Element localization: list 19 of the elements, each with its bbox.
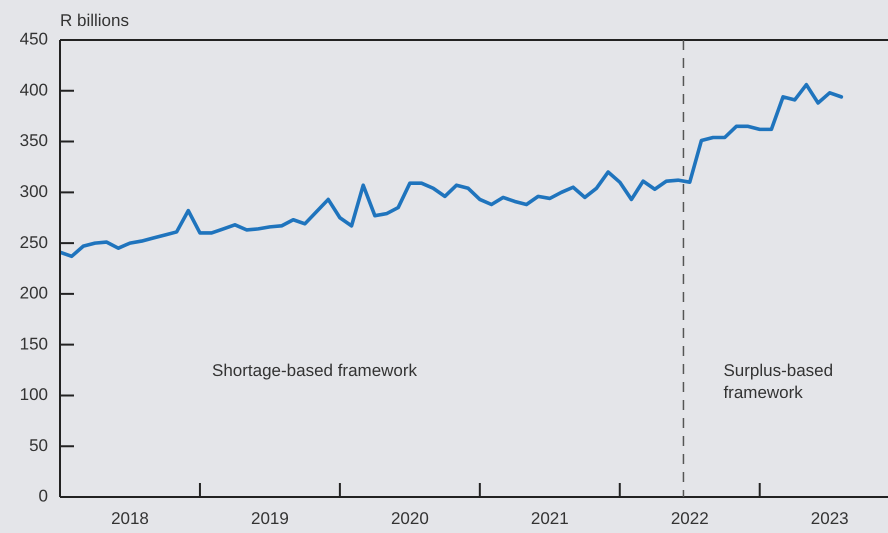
y-tick-label: 50 xyxy=(29,436,48,455)
y-tick-label: 200 xyxy=(20,284,48,303)
y-tick-label: 300 xyxy=(20,182,48,202)
y-axis-title: R billions xyxy=(60,11,129,30)
y-tick-label: 100 xyxy=(20,385,48,404)
y-tick-label: 150 xyxy=(20,334,48,354)
y-tick-label: 250 xyxy=(20,232,48,252)
y-tick-label: 400 xyxy=(20,80,48,100)
x-tick-label: 2018 xyxy=(111,508,149,528)
y-tick-label: 0 xyxy=(38,486,48,506)
x-tick-label: 2020 xyxy=(390,508,429,528)
annotation: Surplus-based framework xyxy=(723,360,834,404)
annotation: Shortage-based framework xyxy=(212,360,418,382)
y-tick-label: 450 xyxy=(20,30,48,49)
y-tick-label: 350 xyxy=(20,131,48,150)
x-tick-label: 2021 xyxy=(530,508,569,528)
x-tick-label: 2019 xyxy=(251,508,289,528)
x-tick-label: 2022 xyxy=(670,508,709,528)
x-tick-label: 2023 xyxy=(810,508,849,528)
